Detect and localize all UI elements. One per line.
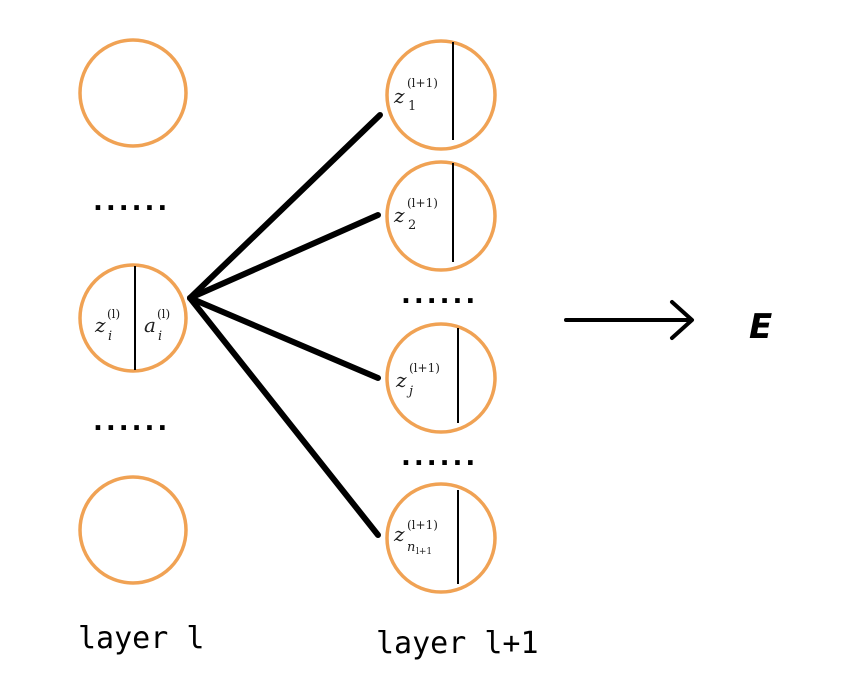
neuron-j-circle <box>385 322 497 434</box>
neuron-2-sup: (l+1) <box>407 196 438 210</box>
neuron-1-sub: 1 <box>408 99 416 114</box>
neuron-2-sub: 2 <box>408 218 416 233</box>
neuron-i-z-sub: i <box>108 329 112 344</box>
layer-l-top-neuron <box>78 38 188 148</box>
layer-l1-ellipsis-bottom: ...... <box>401 442 478 472</box>
layer-l-ellipsis-top: ...... <box>93 187 170 217</box>
layer-l1-neuron-2: z (l+1) 2 <box>385 160 497 272</box>
layer-l-label: layer l <box>78 621 204 656</box>
output-arrow-group: E <box>564 300 772 347</box>
edge-to-neuron-j <box>187 295 381 381</box>
neuron-n-sup: (l+1) <box>407 518 438 532</box>
edge-to-neuron-n <box>187 295 381 538</box>
connections <box>187 112 383 538</box>
layer-l-ellipsis-bottom: ...... <box>93 407 170 437</box>
neuron-1-sup: (l+1) <box>407 76 438 90</box>
layer-l1-ellipsis-top: ...... <box>401 280 478 310</box>
layer-l-neuron-i: z (l) i a (l) i <box>78 263 188 373</box>
neuron-i-circle <box>78 263 188 373</box>
edge-to-neuron-1 <box>187 112 383 301</box>
layer-l: ...... z (l) i a (l) i ...... layer l <box>78 38 204 656</box>
neuron-2-base: z <box>393 203 405 227</box>
neuron-j-base: z <box>395 368 407 392</box>
layer-l-plus-1: z (l+1) 1 z (l+1) 2 ...... z (l+1) j ...… <box>376 39 539 661</box>
layer-l1-label: layer l+1 <box>376 626 539 661</box>
neuron-1-base: z <box>393 84 405 108</box>
layer-l1-neuron-n: z (l+1) n l+1 <box>385 482 497 594</box>
neuron-i-a-sup: (l) <box>157 307 170 321</box>
neuron-2-circle <box>385 160 497 272</box>
neuron-i-a-label: a <box>144 313 156 337</box>
neuron-j-sup: (l+1) <box>409 361 440 375</box>
neuron-n-circle <box>385 482 497 594</box>
neuron-i-z-sup: (l) <box>107 307 120 321</box>
layer-l1-neuron-j: z (l+1) j <box>385 322 497 434</box>
neuron-n-subsub: l+1 <box>416 547 432 557</box>
layer-l-bottom-neuron <box>78 475 188 585</box>
neuron-n-base: z <box>393 522 405 546</box>
neuron-i-z-label: z <box>94 313 106 337</box>
neuron-i-a-sub: i <box>158 329 162 344</box>
neuron-n-sub: n <box>407 540 415 555</box>
error-label: E <box>749 307 772 347</box>
neuron-j-sub: j <box>406 384 413 399</box>
arrow-head-icon <box>670 300 694 340</box>
layer-l1-neuron-1: z (l+1) 1 <box>385 39 497 151</box>
edge-to-neuron-2 <box>187 212 381 301</box>
neuron-1-circle <box>385 39 497 151</box>
